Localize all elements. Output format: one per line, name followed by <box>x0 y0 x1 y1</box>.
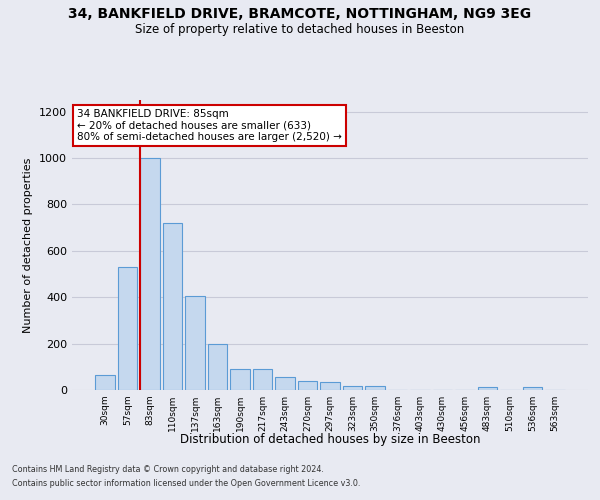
Bar <box>253 369 272 390</box>
Bar <box>365 386 385 390</box>
Bar <box>298 380 317 390</box>
Bar <box>343 386 362 390</box>
Bar <box>275 376 295 390</box>
Text: Distribution of detached houses by size in Beeston: Distribution of detached houses by size … <box>180 432 480 446</box>
Text: Contains public sector information licensed under the Open Government Licence v3: Contains public sector information licen… <box>12 479 361 488</box>
Bar <box>95 375 115 390</box>
Y-axis label: Number of detached properties: Number of detached properties <box>23 158 34 332</box>
Bar <box>118 267 137 390</box>
Bar <box>320 382 340 390</box>
Bar <box>523 387 542 390</box>
Bar <box>208 344 227 390</box>
Bar <box>140 158 160 390</box>
Text: Size of property relative to detached houses in Beeston: Size of property relative to detached ho… <box>136 22 464 36</box>
Bar <box>163 223 182 390</box>
Bar <box>478 386 497 390</box>
Text: 34 BANKFIELD DRIVE: 85sqm
← 20% of detached houses are smaller (633)
80% of semi: 34 BANKFIELD DRIVE: 85sqm ← 20% of detac… <box>77 108 342 142</box>
Bar <box>185 296 205 390</box>
Text: 34, BANKFIELD DRIVE, BRAMCOTE, NOTTINGHAM, NG9 3EG: 34, BANKFIELD DRIVE, BRAMCOTE, NOTTINGHA… <box>68 8 532 22</box>
Text: Contains HM Land Registry data © Crown copyright and database right 2024.: Contains HM Land Registry data © Crown c… <box>12 466 324 474</box>
Bar <box>230 369 250 390</box>
